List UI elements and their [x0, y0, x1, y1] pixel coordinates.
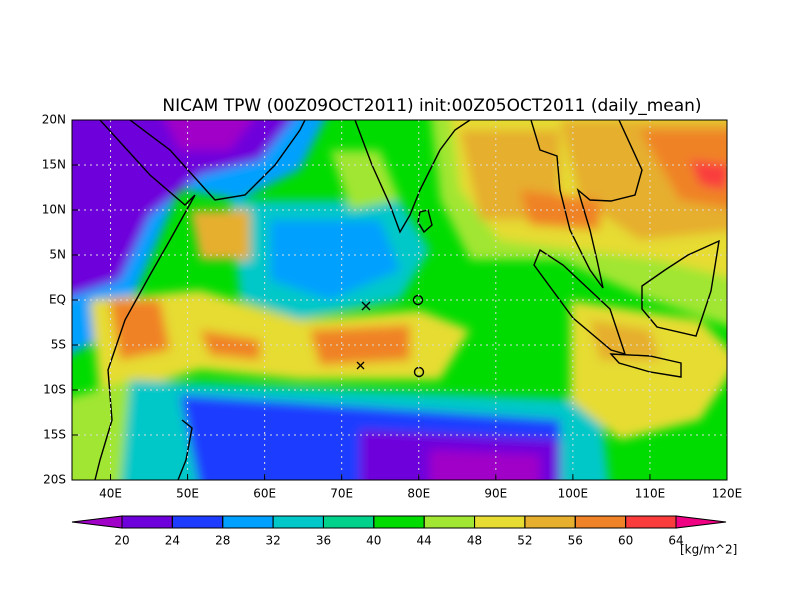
x-tick-label: 100E: [558, 487, 589, 501]
colorbar-label: 60: [618, 534, 633, 548]
colorbar-arrow: [675, 515, 727, 529]
x-tick-label: 60E: [253, 487, 276, 501]
colorbar-segment: [423, 515, 476, 529]
colorbar-segment: [272, 515, 324, 529]
colorbar-label: 28: [215, 534, 230, 548]
colorbar-segment: [322, 515, 375, 529]
colorbar-label: 40: [366, 534, 381, 548]
colorbar-label: 48: [467, 534, 482, 548]
colorbar-segment: [625, 515, 677, 529]
colorbar-segment: [373, 515, 425, 529]
y-tick-label: 20N: [42, 113, 66, 127]
x-tick-label: 80E: [407, 487, 430, 501]
colorbar-label: 36: [316, 534, 331, 548]
x-tick-label: 50E: [176, 487, 199, 501]
map-frame: [71, 119, 728, 481]
colorbar-label: 56: [568, 534, 583, 548]
colorbar-label: 44: [417, 534, 432, 548]
y-tick-label: 5N: [49, 248, 66, 262]
colorbar-label: 24: [165, 534, 180, 548]
y-tick-label: 5S: [51, 338, 66, 352]
x-tick-label: 40E: [99, 487, 122, 501]
colorbar-segment: [524, 515, 576, 529]
colorbar-unit: [kg/m^2]: [680, 543, 737, 557]
colorbar: 20 24 28 32 36 40 44 48 52 56 60 64: [71, 515, 727, 548]
colorbar-arrow: [71, 515, 123, 529]
x-tick-label: 90E: [484, 487, 507, 501]
x-tick-label: 120E: [712, 487, 743, 501]
y-tick-label: EQ: [49, 293, 66, 307]
colorbar-segment: [121, 515, 173, 529]
colorbar-segment: [222, 515, 274, 529]
x-tick-label: 70E: [330, 487, 353, 501]
colorbar-label: 20: [114, 534, 129, 548]
x-tick-label: 110E: [635, 487, 666, 501]
colorbar-label: 32: [265, 534, 280, 548]
map-title: NICAM TPW (00Z09OCT2011) init:00Z05OCT20…: [162, 96, 701, 116]
colorbar-segment: [474, 515, 526, 529]
tpw-field: [72, 120, 727, 480]
y-tick-label: 20S: [43, 473, 66, 487]
colorbar-label: 64: [668, 534, 683, 548]
y-tick-label: 15N: [42, 158, 66, 172]
colorbar-segment: [171, 515, 224, 529]
colorbar-segment: [574, 515, 627, 529]
y-tick-label: 10N: [42, 203, 66, 217]
y-tick-label: 10S: [43, 383, 66, 397]
y-tick-label: 15S: [43, 428, 66, 442]
colorbar-label: 52: [517, 534, 532, 548]
